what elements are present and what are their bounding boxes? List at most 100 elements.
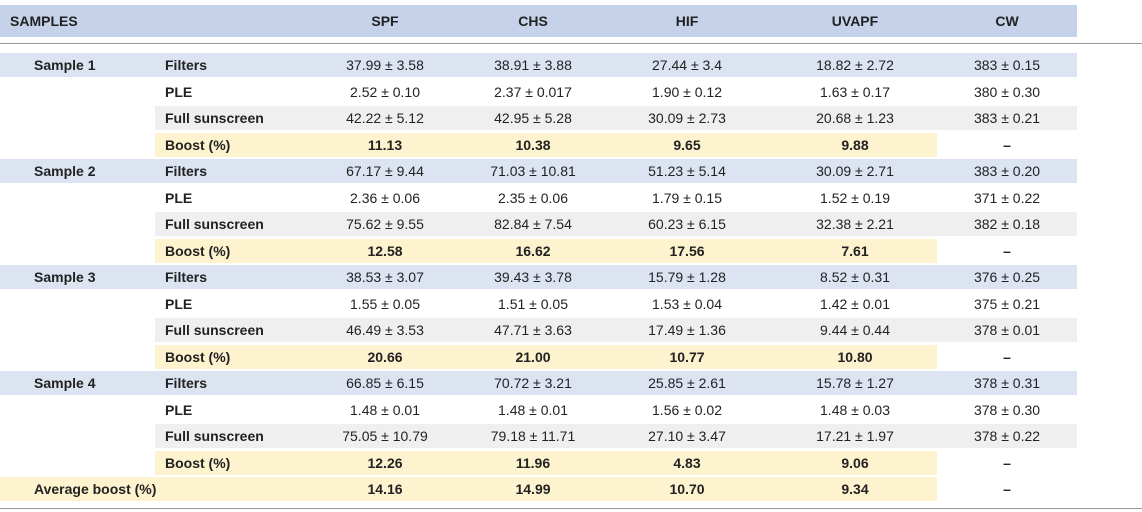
cell: 2.36 ± 0.06	[350, 189, 420, 206]
cell: 9.34	[841, 481, 869, 497]
cell: 15.79 ± 1.28	[648, 269, 726, 285]
cell: 2.52 ± 0.10	[350, 83, 420, 100]
cell: 30.09 ± 2.73	[648, 110, 726, 126]
sample-label: Sample 4	[34, 375, 96, 391]
cell: 38.91 ± 3.88	[494, 57, 572, 73]
row-bg	[0, 159, 1077, 183]
cell: 11.13	[367, 136, 403, 153]
cell: 1.90 ± 0.12	[652, 83, 722, 100]
cell: 21.00	[515, 348, 551, 365]
cell: 20.66	[367, 348, 403, 365]
cell: 42.95 ± 5.28	[494, 110, 572, 126]
cell: 383 ± 0.15	[973, 57, 1041, 73]
cell: 38.53 ± 3.07	[346, 269, 424, 285]
row-bg	[0, 53, 1077, 77]
cell: 14.16	[367, 481, 403, 497]
row-label: Average boost (%)	[34, 481, 157, 497]
cell: 16.62	[515, 242, 551, 259]
cell: 47.71 ± 3.63	[494, 322, 572, 338]
cell: 378 ± 0.01	[973, 322, 1041, 338]
cell: 1.63 ± 0.17	[820, 83, 890, 100]
cell: 371 ± 0.22	[973, 189, 1041, 206]
cell: 37.99 ± 3.58	[346, 57, 424, 73]
cell: 2.37 ± 0.017	[494, 83, 572, 100]
cell: 27.10 ± 3.47	[648, 428, 726, 444]
cell: 1.55 ± 0.05	[350, 295, 420, 312]
row-label: PLE	[165, 401, 193, 418]
cell: 75.05 ± 10.79	[342, 428, 428, 444]
header-cell: CW	[995, 13, 1019, 29]
row-label: PLE	[165, 189, 193, 206]
cell: 79.18 ± 11.71	[490, 428, 576, 444]
row-bg	[155, 212, 1077, 236]
cell: 67.17 ± 9.44	[346, 163, 424, 179]
row-bg	[155, 106, 1077, 130]
cell: 382 ± 0.18	[973, 216, 1041, 232]
cell: –	[1003, 242, 1011, 259]
header-bg	[0, 5, 1077, 37]
rule	[0, 508, 1142, 509]
cell: 25.85 ± 2.61	[648, 375, 726, 391]
cell: 17.56	[669, 242, 705, 259]
cell: 11.96	[515, 454, 551, 471]
cell: 8.52 ± 0.31	[820, 269, 890, 285]
row-bg	[155, 344, 937, 369]
cell: 42.22 ± 5.12	[346, 110, 424, 126]
row-label: Full sunscreen	[165, 322, 264, 338]
row-label: Boost (%)	[165, 348, 231, 365]
row-bg	[0, 371, 1077, 395]
row-bg	[155, 238, 937, 263]
cell: 1.42 ± 0.01	[820, 295, 890, 312]
header-cell: SPF	[371, 13, 399, 29]
cell: 20.68 ± 1.23	[816, 110, 894, 126]
cell: 378 ± 0.22	[973, 428, 1041, 444]
header-cell: HIF	[675, 13, 699, 29]
header-cell: CHS	[518, 13, 548, 29]
rule	[0, 43, 1142, 44]
cell: 39.43 ± 3.78	[494, 269, 572, 285]
row-bg	[155, 318, 1077, 342]
cell: 1.53 ± 0.04	[652, 295, 722, 312]
row-label: Full sunscreen	[165, 110, 264, 126]
cell: –	[1003, 136, 1011, 153]
cell: 9.65	[673, 136, 701, 153]
cell: 46.49 ± 3.53	[346, 322, 424, 338]
cell: –	[1003, 481, 1011, 497]
row-bg	[155, 450, 937, 475]
cell: 1.48 ± 0.01	[350, 401, 420, 418]
cell: 1.48 ± 0.01	[498, 401, 568, 418]
cell: 1.79 ± 0.15	[652, 189, 722, 206]
cell: 7.61	[841, 242, 869, 259]
header-cell: UVAPF	[831, 13, 879, 29]
sample-label: Sample 2	[34, 163, 96, 179]
row-label: PLE	[165, 83, 193, 100]
cell: 82.84 ± 7.54	[494, 216, 572, 232]
cell: 383 ± 0.21	[973, 110, 1041, 126]
cell: 66.85 ± 6.15	[346, 375, 424, 391]
cell: 1.52 ± 0.19	[820, 189, 890, 206]
cell: 378 ± 0.30	[973, 401, 1041, 418]
cell: 9.88	[841, 136, 869, 153]
cell: 2.35 ± 0.06	[498, 189, 568, 206]
row-bg	[155, 132, 937, 157]
cell: 71.03 ± 10.81	[490, 163, 576, 179]
cell: 30.09 ± 2.71	[816, 163, 894, 179]
cell: 15.78 ± 1.27	[816, 375, 894, 391]
cell: 51.23 ± 5.14	[648, 163, 726, 179]
cell: 17.21 ± 1.97	[816, 428, 894, 444]
cell: 70.72 ± 3.21	[494, 375, 572, 391]
row-label: Filters	[165, 57, 208, 73]
row-label: PLE	[165, 295, 193, 312]
cell: 10.38	[515, 136, 551, 153]
row-label: Filters	[165, 269, 208, 285]
cell: 9.44 ± 0.44	[820, 322, 890, 338]
row-label: Filters	[165, 163, 208, 179]
row-label: Full sunscreen	[165, 428, 264, 444]
cell: –	[1003, 348, 1011, 365]
cell: 10.70	[669, 481, 705, 497]
cell: 75.62 ± 9.55	[346, 216, 424, 232]
cell: 376 ± 0.25	[973, 269, 1041, 285]
cell: 1.51 ± 0.05	[498, 295, 568, 312]
row-label: Full sunscreen	[165, 216, 264, 232]
